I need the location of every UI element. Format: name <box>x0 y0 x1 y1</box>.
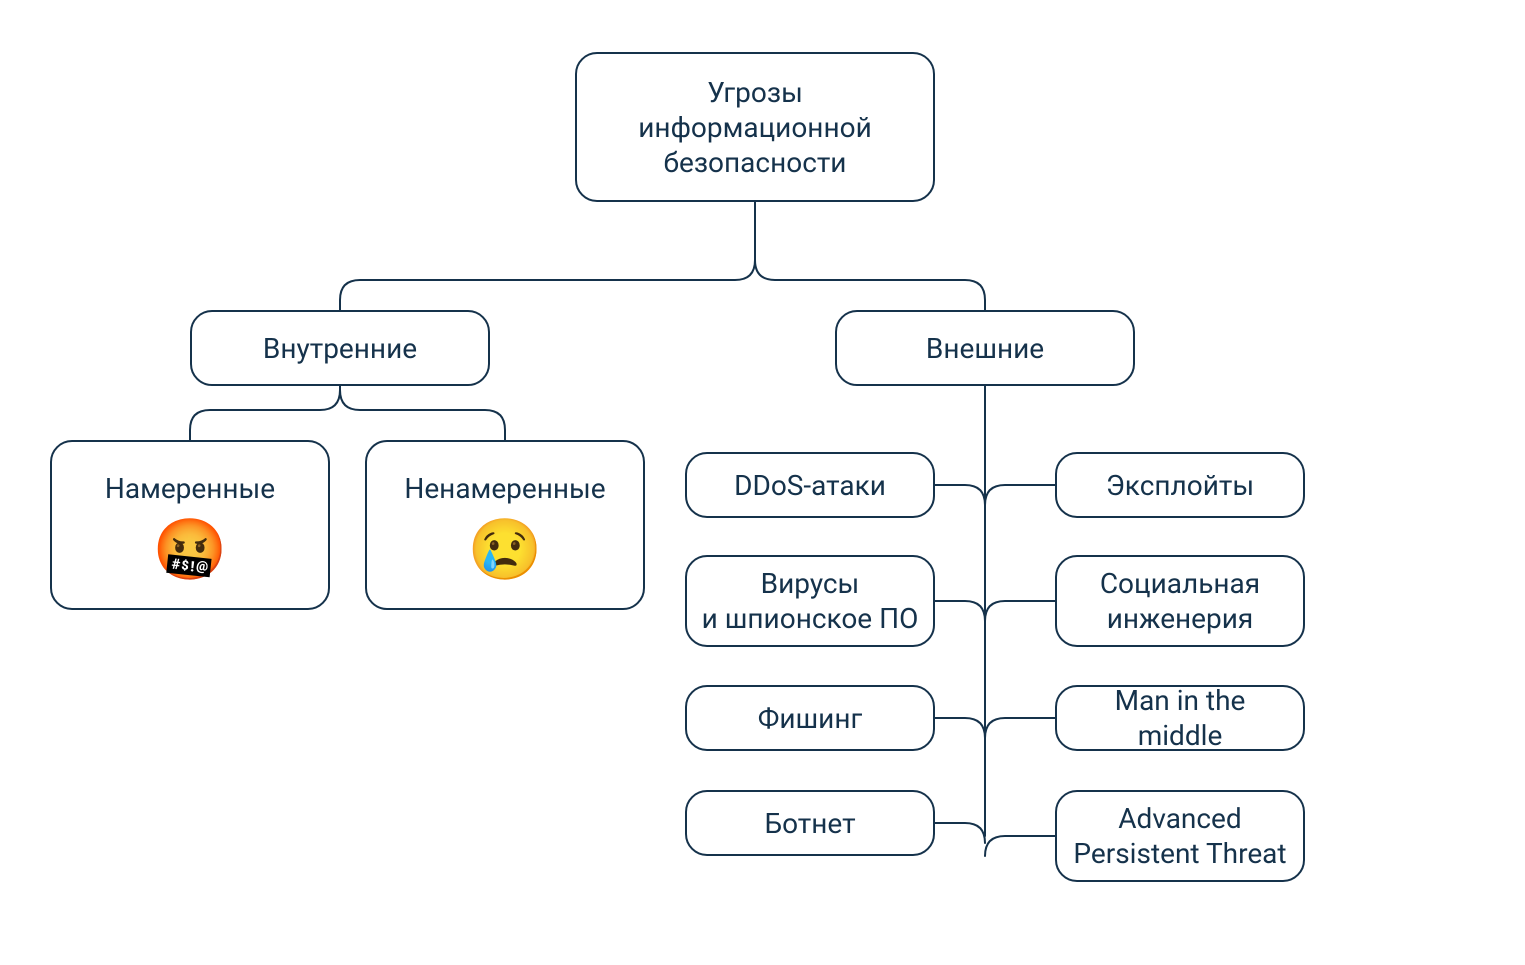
node-root: Угрозы информационной безопасности <box>575 52 935 202</box>
node-ddos: DDoS-атаки <box>685 452 935 518</box>
node-intentional: Намеренные 🤬 <box>50 440 330 610</box>
node-label: Man in the middle <box>1069 683 1291 753</box>
node-unintentional: Ненамеренные 😢 <box>365 440 645 610</box>
edge-external-botnet <box>935 823 985 843</box>
node-label: Фишинг <box>758 701 863 736</box>
node-mitm: Man in the middle <box>1055 685 1305 751</box>
edge-external-apt <box>985 836 1055 856</box>
node-internal: Внутренние <box>190 310 490 386</box>
edge-internal-to-child <box>340 390 505 440</box>
edge-internal-to-child <box>190 390 340 440</box>
edge-root-to-child <box>340 260 755 310</box>
sad-emoji-icon: 😢 <box>468 520 543 580</box>
node-label: Внутренние <box>263 331 417 366</box>
node-apt: Advanced Persistent Threat <box>1055 790 1305 882</box>
node-label: Социальная инженерия <box>1100 566 1260 636</box>
node-label: Ботнет <box>764 806 855 841</box>
node-exploits: Эксплойты <box>1055 452 1305 518</box>
node-label: DDoS-атаки <box>734 468 886 503</box>
node-label: Намеренные <box>105 471 275 506</box>
edge-external-ddos <box>935 485 985 505</box>
edge-external-mitm <box>985 718 1055 738</box>
node-label: Вирусы и шпионское ПО <box>702 566 919 636</box>
node-label: Advanced Persistent Threat <box>1073 801 1286 871</box>
node-viruses: Вирусы и шпионское ПО <box>685 555 935 647</box>
node-label: Внешние <box>926 331 1044 366</box>
threats-tree-diagram: Угрозы информационной безопасности Внутре… <box>0 0 1525 965</box>
node-soceng: Социальная инженерия <box>1055 555 1305 647</box>
edge-external-soceng <box>985 601 1055 621</box>
node-botnet: Ботнет <box>685 790 935 856</box>
node-external: Внешние <box>835 310 1135 386</box>
edge-external-viruses <box>935 601 985 621</box>
node-label: Угрозы информационной безопасности <box>638 75 871 180</box>
angry-emoji-icon: 🤬 <box>153 520 228 580</box>
node-label: Эксплойты <box>1106 468 1254 503</box>
edge-external-phishing <box>935 718 985 738</box>
node-phishing: Фишинг <box>685 685 935 751</box>
node-label: Ненамеренные <box>404 471 605 506</box>
edge-external-exploits <box>985 485 1055 505</box>
edge-root-to-child <box>755 260 985 310</box>
